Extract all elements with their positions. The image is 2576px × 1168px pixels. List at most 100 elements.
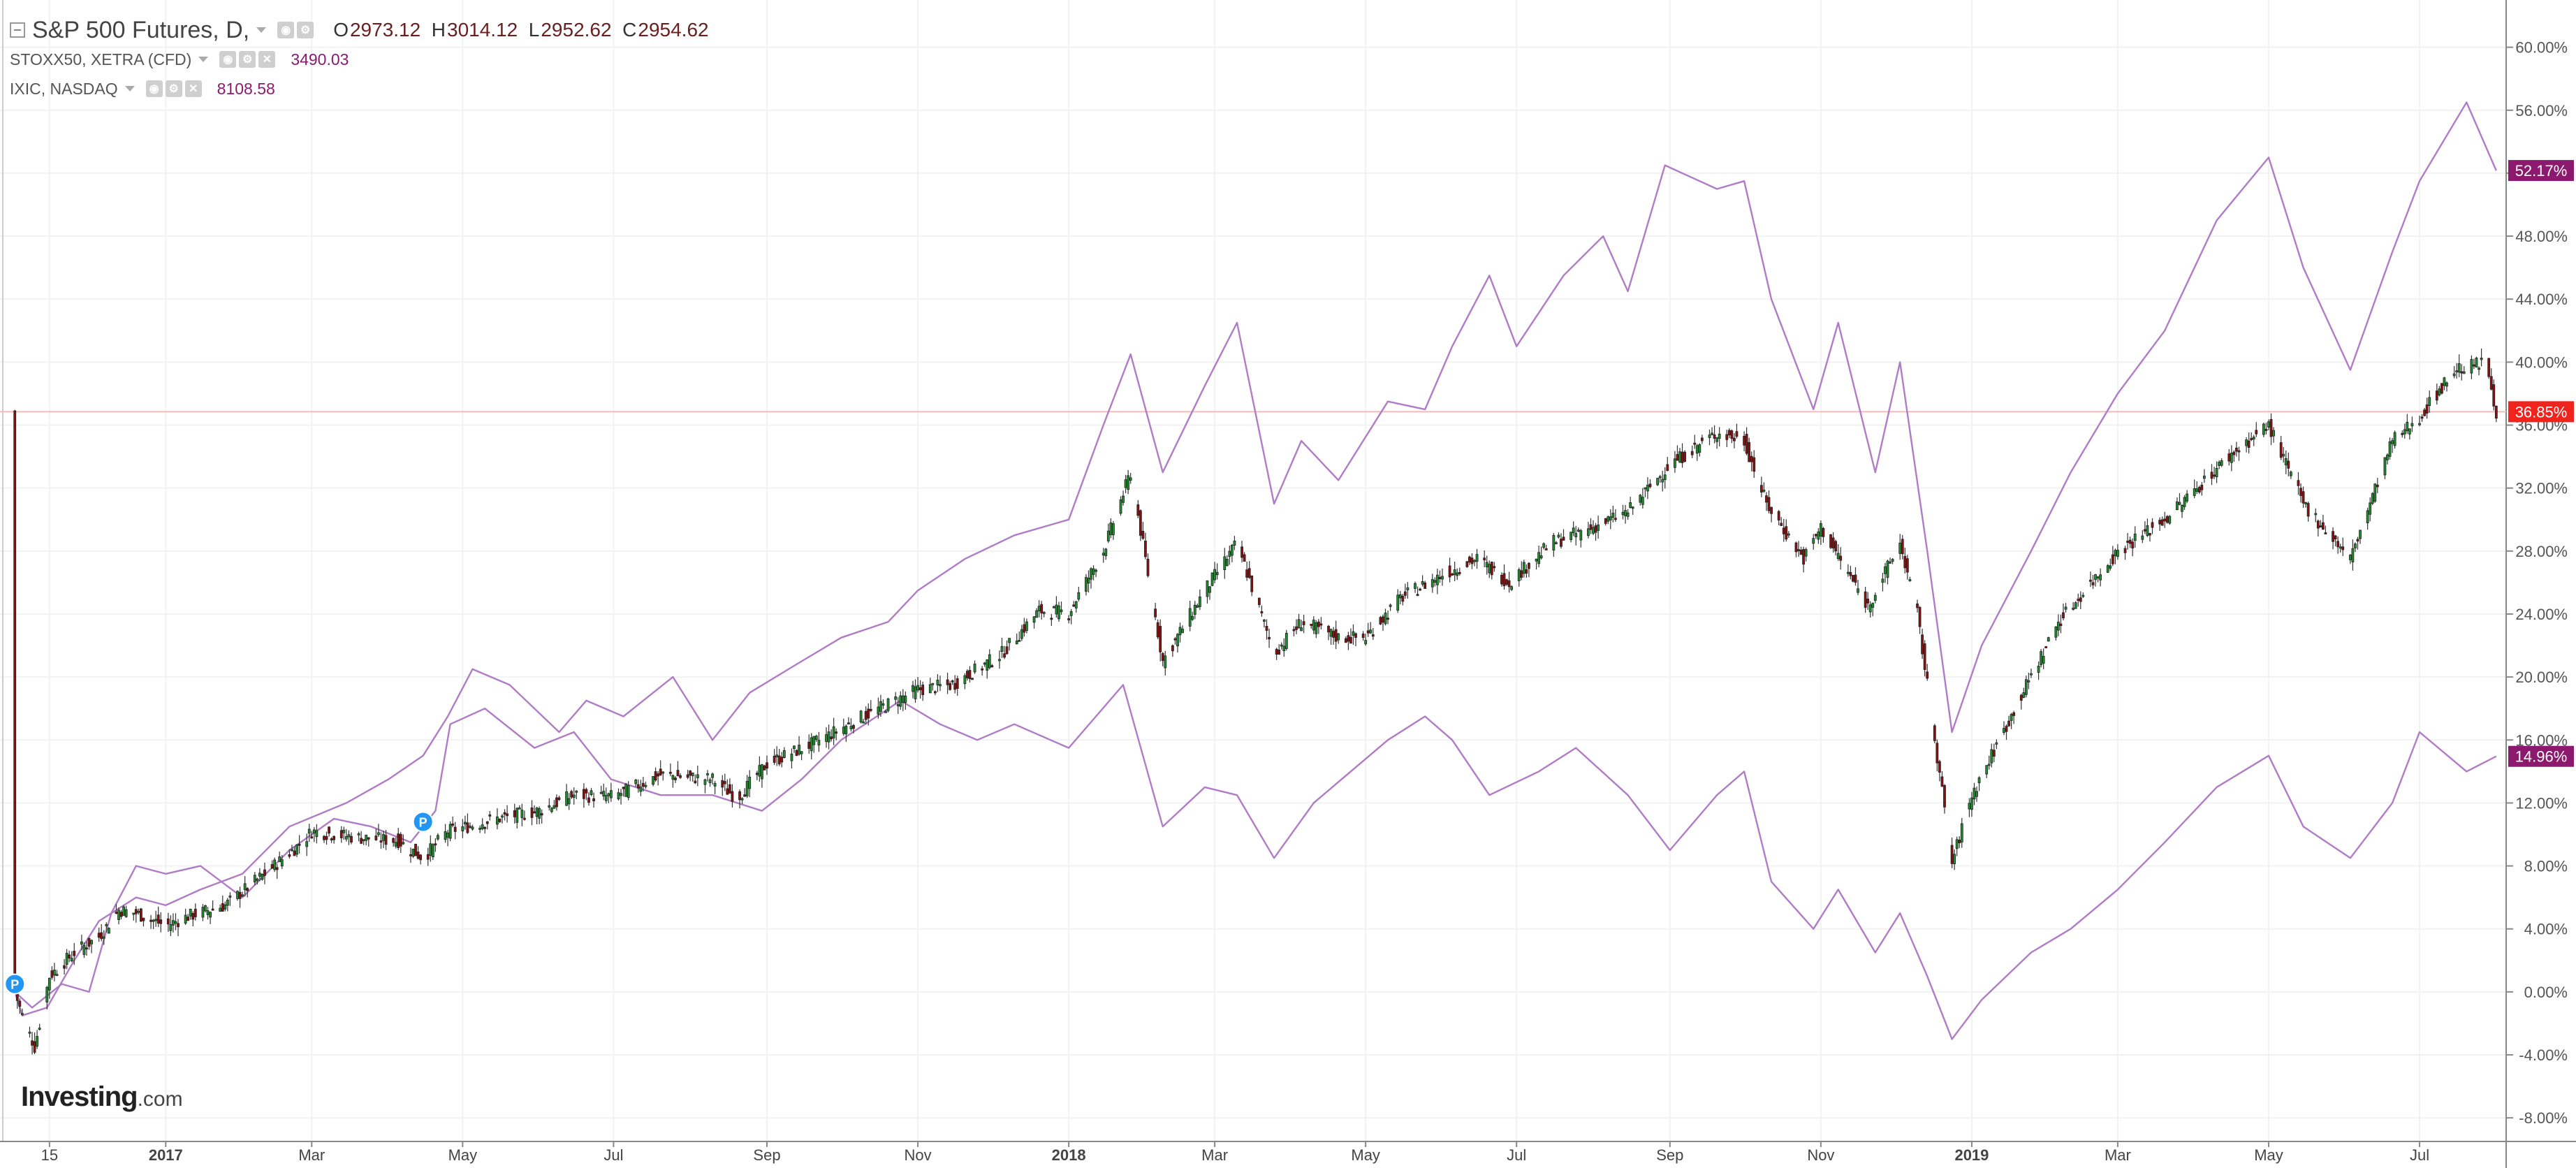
low-key: L: [528, 19, 540, 41]
candle-body: [1604, 518, 1607, 524]
candle-body: [1718, 433, 1721, 439]
candle-body: [2044, 646, 2048, 648]
candle-body: [1369, 629, 1373, 634]
candle-body: [256, 878, 259, 882]
candle-body: [1178, 627, 1182, 636]
candle-body: [1154, 608, 1157, 618]
legend-row-ixic[interactable]: IXIC, NASDAQ ◉ ⚙ ✕ 8108.58: [10, 74, 709, 103]
candle-body: [825, 734, 828, 742]
candle-body: [1025, 621, 1028, 632]
legend-symbol-ixic[interactable]: IXIC, NASDAQ: [10, 79, 118, 98]
close-icon[interactable]: ✕: [258, 51, 276, 68]
eye-icon[interactable]: ◉: [219, 51, 237, 68]
candle-body: [1908, 579, 1912, 582]
candle-body: [1708, 435, 1711, 438]
candle-body: [620, 793, 622, 796]
candle-body: [1416, 594, 1419, 597]
candle-body: [2287, 460, 2290, 469]
x-tick-label: Nov: [905, 1146, 932, 1164]
eye-icon[interactable]: ◉: [145, 80, 163, 97]
eye-icon[interactable]: ◉: [277, 22, 295, 38]
legend-symbol-sp500[interactable]: S&P 500 Futures, D,: [32, 16, 250, 43]
candle-body: [1164, 655, 1167, 669]
candle-body: [2297, 480, 2300, 486]
candle-body: [451, 823, 455, 826]
legend-row-sp500[interactable]: S&P 500 Futures, D, ◉ ⚙ O2973.12 H3014.1…: [10, 15, 709, 45]
candle-body: [1864, 591, 1867, 608]
candle-body: [1327, 625, 1330, 633]
candle-body: [777, 755, 781, 765]
candle-body: [1483, 557, 1486, 561]
marker-label: P: [10, 978, 19, 992]
candle-body: [1364, 640, 1368, 645]
x-tick-label: May: [448, 1146, 478, 1164]
candle-body: [1470, 557, 1474, 564]
candle-body: [137, 910, 140, 913]
legend-symbol-stoxx[interactable]: STOXX50, XETRA (CFD): [10, 50, 192, 68]
candle-body: [315, 830, 319, 838]
candle-body: [884, 710, 887, 713]
candle-body: [899, 695, 902, 707]
candle-body: [33, 1041, 36, 1053]
candle-body: [1752, 457, 1756, 472]
gear-icon[interactable]: ⚙: [239, 51, 256, 68]
legend-row-stoxx[interactable]: STOXX50, XETRA (CFD) ◉ ⚙ ✕ 3490.03: [10, 45, 709, 74]
chevron-down-icon[interactable]: [124, 86, 135, 92]
candle-body: [1181, 629, 1184, 634]
candle-body: [2007, 720, 2010, 727]
candle-body: [2151, 522, 2154, 528]
candle-body: [1953, 854, 1956, 865]
candle-body: [2316, 520, 2320, 529]
candle-body: [2202, 475, 2206, 479]
candle-body: [1119, 499, 1122, 514]
candle-body: [2359, 530, 2362, 539]
series-line-stoxx50: [14, 684, 2497, 1040]
candle-body: [654, 771, 657, 781]
x-tick-label: Sep: [753, 1146, 780, 1164]
candle-body: [793, 745, 796, 749]
candle-body: [570, 791, 573, 798]
x-tick-label: Jul: [2410, 1146, 2429, 1164]
candle-body: [1441, 576, 1444, 580]
candle-body: [1609, 516, 1612, 520]
candle-body: [2213, 474, 2216, 477]
candle-body: [2037, 665, 2040, 673]
candle-body: [1831, 537, 1835, 549]
candle-body: [1419, 588, 1421, 591]
chevron-down-icon[interactable]: [198, 57, 209, 62]
chevron-down-icon[interactable]: [256, 27, 267, 33]
candle-body: [134, 909, 138, 914]
candle-body: [1456, 572, 1459, 576]
candle-body: [1438, 576, 1442, 580]
gear-icon[interactable]: ⚙: [165, 80, 182, 97]
gear-icon[interactable]: ⚙: [297, 22, 314, 38]
candle-body: [1282, 645, 1286, 652]
candle-body: [1748, 441, 1751, 462]
candle-body: [2247, 440, 2251, 448]
candle-body: [156, 914, 160, 924]
candle-body: [2143, 529, 2146, 532]
x-tick-label: 2017: [149, 1146, 183, 1164]
candle-body: [1873, 594, 1877, 601]
candle-body: [1265, 626, 1268, 631]
candle-body: [986, 659, 989, 671]
candle-body: [642, 782, 645, 787]
candle-body: [307, 828, 311, 834]
candle-body: [291, 849, 293, 852]
candle-body: [540, 813, 543, 816]
candle-body: [780, 757, 784, 763]
candle-body: [617, 792, 620, 800]
candle-body: [238, 891, 242, 899]
x-tick-label: Mar: [298, 1146, 325, 1164]
close-icon[interactable]: ✕: [184, 80, 202, 97]
candle-body: [1198, 597, 1201, 607]
candle-body: [1468, 556, 1471, 563]
candle-body: [1621, 511, 1625, 516]
candle-body: [414, 843, 417, 856]
collapse-icon[interactable]: [10, 22, 25, 38]
candle-body: [2440, 383, 2443, 394]
candle-body: [117, 910, 120, 920]
candle-body: [1401, 595, 1405, 602]
